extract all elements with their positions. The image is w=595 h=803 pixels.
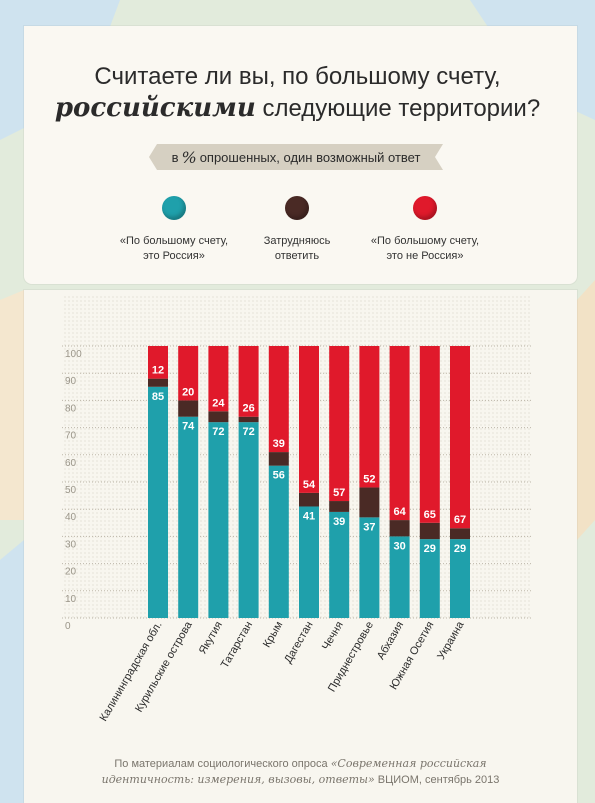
- data-label: 72: [212, 426, 224, 438]
- bar-segment: [389, 536, 410, 618]
- category-label: Татарстан: [219, 620, 255, 671]
- data-label: 65: [424, 509, 436, 521]
- footer-line1: По материалам социологического опроса «С…: [24, 757, 577, 771]
- data-label: 26: [242, 403, 254, 415]
- category-label: Украина: [435, 619, 467, 662]
- footer-survey-title: «Современная российская: [330, 757, 487, 770]
- bar-segment: [299, 346, 319, 493]
- bar-segment: [419, 522, 440, 540]
- data-label: 74: [182, 421, 195, 433]
- bar-segment: [450, 346, 470, 529]
- bar-segment: [178, 400, 199, 417]
- footer-org-date: ВЦИОМ, сентябрь 2013: [377, 774, 500, 786]
- bar-segment: [178, 416, 199, 618]
- title-emphasis: российскими: [54, 93, 256, 123]
- legend-dot-not-russia: [413, 196, 437, 220]
- footer-line2: идентичность: измерения, вызовы, ответы»…: [24, 773, 577, 787]
- bar-segment: [268, 465, 289, 618]
- legend-label-not-russia: «По большому счету, это не Россия»: [370, 235, 480, 262]
- bar-segment: [148, 378, 168, 387]
- data-label: 39: [273, 438, 285, 450]
- data-label: 54: [303, 479, 316, 491]
- bar-segment: [148, 386, 168, 618]
- bar-segment: [148, 346, 168, 379]
- y-tick-label: 60: [65, 458, 77, 469]
- bar-segment: [208, 346, 229, 412]
- y-tick-label: 100: [65, 349, 82, 360]
- y-tick-label: 0: [65, 621, 71, 632]
- category-label: Дагестан: [282, 620, 315, 666]
- percent-sign: %: [181, 147, 197, 167]
- bar-segment: [389, 346, 410, 521]
- bar-segment: [450, 528, 470, 540]
- chart-title-line2: российскими следующие территории?: [0, 93, 595, 124]
- subtitle-prefix: в: [171, 149, 179, 165]
- y-tick-label: 20: [65, 567, 77, 578]
- legend-dot-russia: [162, 196, 186, 220]
- bar-segment: [238, 346, 259, 417]
- bar-segment: [299, 492, 319, 507]
- category-label: Чечня: [320, 619, 346, 652]
- data-label: 30: [393, 540, 405, 552]
- land-shape: [577, 280, 595, 540]
- bar-segment: [419, 539, 440, 618]
- bar-segment: [299, 506, 319, 618]
- data-label: 41: [303, 510, 315, 522]
- bar-segment: [268, 346, 289, 453]
- subtitle-rest: опрошенных, один возможный ответ: [199, 149, 421, 165]
- data-label: 29: [454, 543, 466, 555]
- data-label: 12: [152, 365, 164, 377]
- footer-source-text: По материалам социологического опроса: [114, 758, 328, 770]
- data-label: 39: [333, 516, 345, 528]
- legend-label-undecided: Затрудняюсь ответить: [263, 235, 331, 262]
- data-label: 64: [393, 506, 406, 518]
- bar-segment: [359, 346, 380, 488]
- data-label: 37: [363, 521, 375, 533]
- data-label: 52: [363, 473, 375, 485]
- y-tick-label: 30: [65, 539, 77, 550]
- bar-segment: [208, 422, 229, 618]
- title-rest: следующие территории?: [262, 95, 541, 122]
- legend-dot-undecided: [285, 196, 309, 220]
- bar-segment: [238, 416, 259, 423]
- data-label: 57: [333, 487, 345, 499]
- bar-segment: [389, 520, 410, 537]
- bar-segment: [359, 487, 380, 518]
- category-label: Якутия: [197, 619, 225, 656]
- land-shape: [0, 290, 24, 520]
- subtitle-banner: в % опрошенных, один возможный ответ: [149, 144, 443, 170]
- y-tick-label: 90: [65, 376, 77, 387]
- bar-segment: [329, 501, 350, 512]
- data-label: 29: [424, 543, 436, 555]
- category-label: Крым: [261, 620, 285, 650]
- legend-label-russia: «По большому счету, это Россия»: [119, 235, 229, 262]
- bar-segment: [178, 346, 199, 401]
- y-tick-label: 10: [65, 594, 77, 605]
- y-tick-label: 80: [65, 403, 77, 414]
- bar-segment: [238, 422, 259, 618]
- y-tick-label: 40: [65, 512, 77, 523]
- data-label: 67: [454, 514, 466, 526]
- data-label: 24: [212, 397, 225, 409]
- y-tick-label: 50: [65, 485, 77, 496]
- category-label: Курильские острова: [133, 619, 195, 715]
- data-label: 72: [242, 426, 254, 438]
- bar-segment: [419, 346, 440, 523]
- category-label: Абхазия: [375, 619, 406, 661]
- bar-segment: [268, 452, 289, 466]
- bar-segment: [329, 511, 350, 618]
- y-tick-label: 70: [65, 431, 77, 442]
- bar-segment: [208, 411, 229, 423]
- bar-segment: [329, 346, 350, 502]
- chart-title-line1: Считаете ли вы, по большому счету,: [94, 63, 501, 90]
- data-label: 85: [152, 391, 164, 403]
- bar-segment: [450, 539, 470, 618]
- data-label: 20: [182, 386, 194, 398]
- bar-segment: [359, 517, 380, 618]
- data-label: 56: [273, 470, 285, 482]
- sea-shape: [0, 540, 24, 803]
- footer-survey-title-cont: идентичность: измерения, вызовы, ответы»: [101, 773, 375, 786]
